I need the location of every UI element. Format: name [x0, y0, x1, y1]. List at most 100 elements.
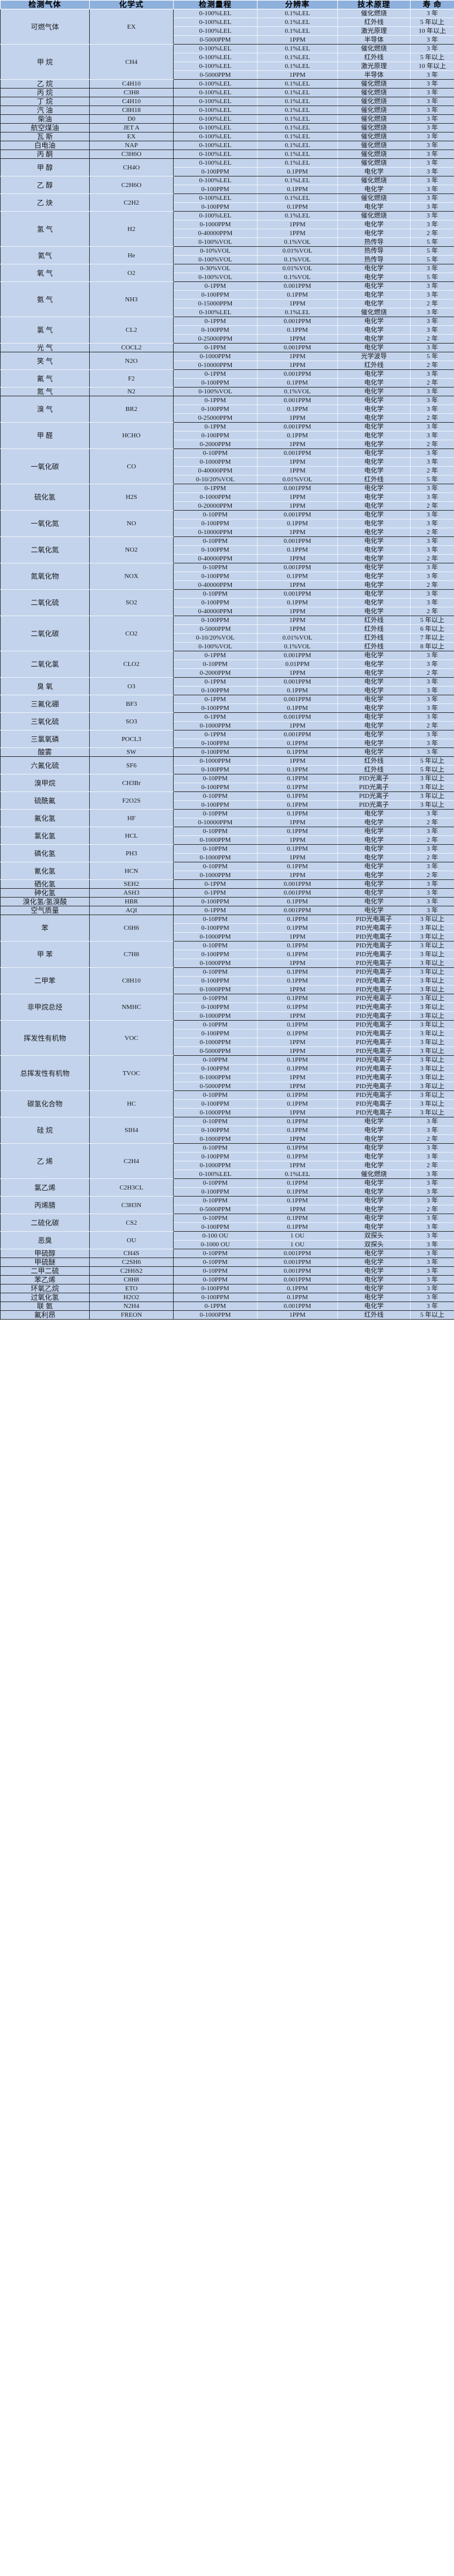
- cell-lifetime: 2 年: [410, 378, 454, 388]
- cell-detection-range: 0-40000PPM: [173, 466, 258, 475]
- cell-resolution: 0.1PPM: [257, 994, 338, 1003]
- cell-gas-name: 乙 醇: [0, 176, 90, 194]
- cell-chemical-formula: CO: [89, 448, 174, 484]
- cell-lifetime: 5 年以上: [410, 18, 454, 27]
- cell-detection-range: 0-10PPM: [173, 1266, 258, 1276]
- cell-lifetime: 3 年以上: [410, 941, 454, 950]
- cell-technology: 电化学: [337, 1205, 411, 1214]
- cell-technology: 电化学: [337, 739, 411, 748]
- cell-resolution: 1 OU: [257, 1240, 338, 1249]
- cell-technology: 激光原理: [337, 26, 411, 36]
- cell-lifetime: 3 年: [410, 44, 454, 53]
- cell-lifetime: 3 年: [410, 97, 454, 106]
- cell-lifetime: 2 年: [410, 299, 454, 308]
- cell-resolution: 0.001PPM: [257, 369, 338, 379]
- cell-chemical-formula: AQI: [89, 906, 174, 915]
- cell-resolution: 0.1PPM: [257, 967, 338, 977]
- cell-resolution: 1PPM: [257, 1046, 338, 1056]
- cell-resolution: 0.1%LEL: [257, 26, 338, 36]
- cell-lifetime: 3 年: [410, 149, 454, 159]
- table-row: 硒化氢 SEH2 0-1PPM 0.001PPM 电化学 3 年: [0, 879, 454, 889]
- cell-resolution: 0.1%LEL: [257, 9, 338, 18]
- cell-technology: 电化学: [337, 519, 411, 528]
- cell-lifetime: 3 年以上: [410, 774, 454, 783]
- table-row: 三氟化硼 BF3 0-1PPM 0.001PPM 电化学 3 年: [0, 695, 454, 713]
- cell-gas-name: 二硫化碳: [0, 1214, 90, 1232]
- cell-technology: 电化学: [337, 528, 411, 537]
- cell-lifetime: 3 年: [410, 457, 454, 467]
- cell-chemical-formula: BR2: [89, 396, 174, 423]
- table-row: 非甲烷总烃 NMHC 0-10PPM 0.1PPM PID光电离子 3 年以上: [0, 994, 454, 1021]
- cell-resolution: 0.1PPM: [257, 167, 338, 176]
- table-row: 0-100PPM 0.1PPM PID光电离子 3 年以上: [1, 923, 454, 933]
- cell-detection-range: 0-10PPM: [173, 844, 258, 854]
- cell-lifetime: 5 年以上: [410, 616, 454, 625]
- cell-technology: 电化学: [337, 185, 411, 194]
- cell-detection-range: 0-10PPM: [173, 941, 258, 950]
- cell-detection-range: 0-100%LEL: [173, 176, 258, 185]
- table-row: 磷化氢 PH3 0-10PPM 0.1PPM 电化学 3 年: [0, 844, 454, 862]
- cell-lifetime: 3 年: [410, 1275, 454, 1284]
- cell-resolution: 0.1PPM: [257, 809, 338, 818]
- cell-gas-name: 氨 气: [0, 281, 90, 317]
- cell-lifetime: 5 年: [410, 237, 454, 247]
- cell-detection-range: 0-10PPM: [173, 862, 258, 871]
- table-row: 0-100PPM 0.1PPM 电化学 3 年: [1, 704, 454, 713]
- cell-resolution: 0.1%VOL: [257, 255, 338, 264]
- cell-technology: 电化学: [337, 906, 411, 915]
- cell-detection-range: 0-1PPM: [173, 317, 258, 326]
- cell-technology: 电化学: [337, 607, 411, 616]
- cell-detection-range: 0-10PPM: [173, 1275, 258, 1284]
- cell-technology: 电化学: [337, 1301, 411, 1311]
- cell-resolution: 1PPM: [257, 607, 338, 616]
- cell-technology: PID光电离子: [337, 1029, 411, 1038]
- cell-lifetime: 3 年: [410, 545, 454, 555]
- cell-gas-name: 酸雾: [0, 747, 90, 757]
- table-row: 0-40000PPM 1PPM 电化学 2 年: [1, 229, 454, 238]
- cell-gas-name: 臭 氧: [0, 677, 90, 695]
- cell-technology: 红外线: [337, 18, 411, 27]
- cell-resolution: 1PPM: [257, 668, 338, 678]
- cell-technology: 双探头: [337, 1231, 411, 1241]
- cell-technology: PID光电离子: [337, 994, 411, 1003]
- cell-gas-name: 甲 苯: [0, 941, 90, 968]
- cell-resolution: 0.1PPM: [257, 844, 338, 854]
- cell-technology: 催化燃烧: [337, 123, 411, 132]
- cell-resolution: 1PPM: [257, 853, 338, 862]
- cell-resolution: 1PPM: [257, 1073, 338, 1082]
- cell-lifetime: 3 年以上: [410, 1029, 454, 1038]
- cell-resolution: 0.1PPM: [257, 519, 338, 528]
- cell-detection-range: 0-1000PPM: [173, 1108, 258, 1117]
- cell-lifetime: 3 年以上: [410, 932, 454, 942]
- cell-gas-name: 丁 烷: [0, 97, 90, 106]
- cell-detection-range: 0-40000PPM: [173, 229, 258, 238]
- cell-detection-range: 0-1PPM: [173, 396, 258, 405]
- cell-chemical-formula: C2H4: [89, 1143, 174, 1179]
- cell-chemical-formula: He: [89, 246, 174, 264]
- cell-lifetime: 2 年: [410, 853, 454, 862]
- cell-chemical-formula: NH3: [89, 281, 174, 317]
- table-body: 可燃气体 EX 0-100%LEL 0.1%LEL 催化燃烧 3 年 0-100%LEL 0.…: [0, 9, 454, 1320]
- cell-resolution: 1PPM: [257, 959, 338, 968]
- cell-detection-range: 0-10PPM: [173, 1020, 258, 1029]
- cell-lifetime: 2 年: [410, 1205, 454, 1214]
- cell-technology: 电化学: [337, 668, 411, 678]
- cell-lifetime: 2 年: [410, 528, 454, 537]
- cell-lifetime: 3 年: [410, 193, 454, 203]
- table-row: 0-100%VOL 0.1%VOL 电化学 5 年: [1, 273, 454, 282]
- table-row: 0-1000PPM 1PPM 电化学 2 年: [1, 835, 454, 845]
- cell-lifetime: 2 年: [410, 1161, 454, 1170]
- cell-resolution: 1PPM: [257, 352, 338, 361]
- cell-detection-range: 0-1PPM: [173, 281, 258, 291]
- cell-gas-name: 硒化氢: [0, 879, 90, 889]
- cell-chemical-formula: O3: [89, 677, 174, 695]
- cell-technology: 电化学: [337, 1293, 411, 1302]
- cell-detection-range: 0-1000PPM: [173, 835, 258, 845]
- cell-gas-name: 二氧化硫: [0, 589, 90, 616]
- cell-lifetime: 5 年: [410, 475, 454, 484]
- cell-resolution: 0.1PPM: [257, 545, 338, 555]
- table-row: 0-100PPM 0.1PPM PID光离子 3 年以上: [1, 800, 454, 810]
- cell-technology: 电化学: [337, 1152, 411, 1161]
- cell-technology: 热传导: [337, 255, 411, 264]
- cell-chemical-formula: N2H4: [89, 1301, 174, 1311]
